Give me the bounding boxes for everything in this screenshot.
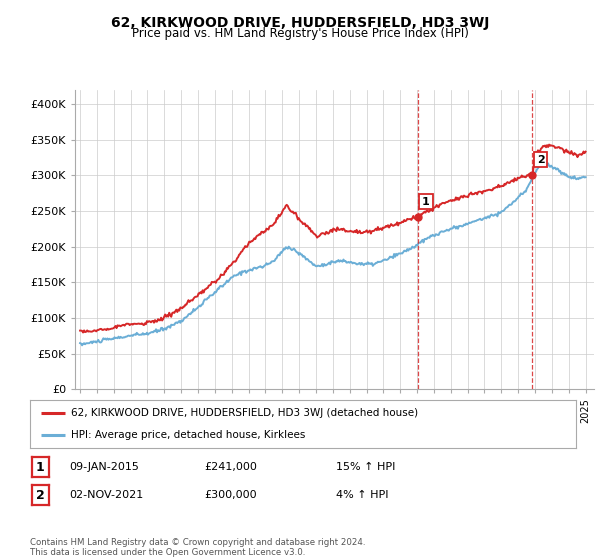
Text: £300,000: £300,000 bbox=[204, 490, 257, 500]
Text: 02-NOV-2021: 02-NOV-2021 bbox=[69, 490, 143, 500]
Text: Price paid vs. HM Land Registry's House Price Index (HPI): Price paid vs. HM Land Registry's House … bbox=[131, 27, 469, 40]
Text: 1: 1 bbox=[36, 460, 44, 474]
Text: HPI: Average price, detached house, Kirklees: HPI: Average price, detached house, Kirk… bbox=[71, 430, 305, 440]
Text: 2: 2 bbox=[36, 488, 44, 502]
Text: 2: 2 bbox=[537, 155, 545, 165]
Text: 62, KIRKWOOD DRIVE, HUDDERSFIELD, HD3 3WJ (detached house): 62, KIRKWOOD DRIVE, HUDDERSFIELD, HD3 3W… bbox=[71, 408, 418, 418]
Text: 1: 1 bbox=[422, 197, 430, 207]
Text: 09-JAN-2015: 09-JAN-2015 bbox=[69, 462, 139, 472]
Text: 62, KIRKWOOD DRIVE, HUDDERSFIELD, HD3 3WJ: 62, KIRKWOOD DRIVE, HUDDERSFIELD, HD3 3W… bbox=[111, 16, 489, 30]
Text: 4% ↑ HPI: 4% ↑ HPI bbox=[336, 490, 389, 500]
Text: Contains HM Land Registry data © Crown copyright and database right 2024.
This d: Contains HM Land Registry data © Crown c… bbox=[30, 538, 365, 557]
Text: £241,000: £241,000 bbox=[204, 462, 257, 472]
Text: 15% ↑ HPI: 15% ↑ HPI bbox=[336, 462, 395, 472]
